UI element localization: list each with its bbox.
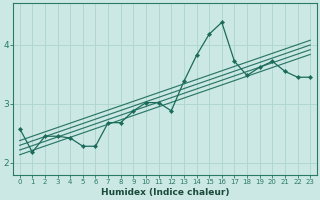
X-axis label: Humidex (Indice chaleur): Humidex (Indice chaleur) bbox=[101, 188, 229, 197]
